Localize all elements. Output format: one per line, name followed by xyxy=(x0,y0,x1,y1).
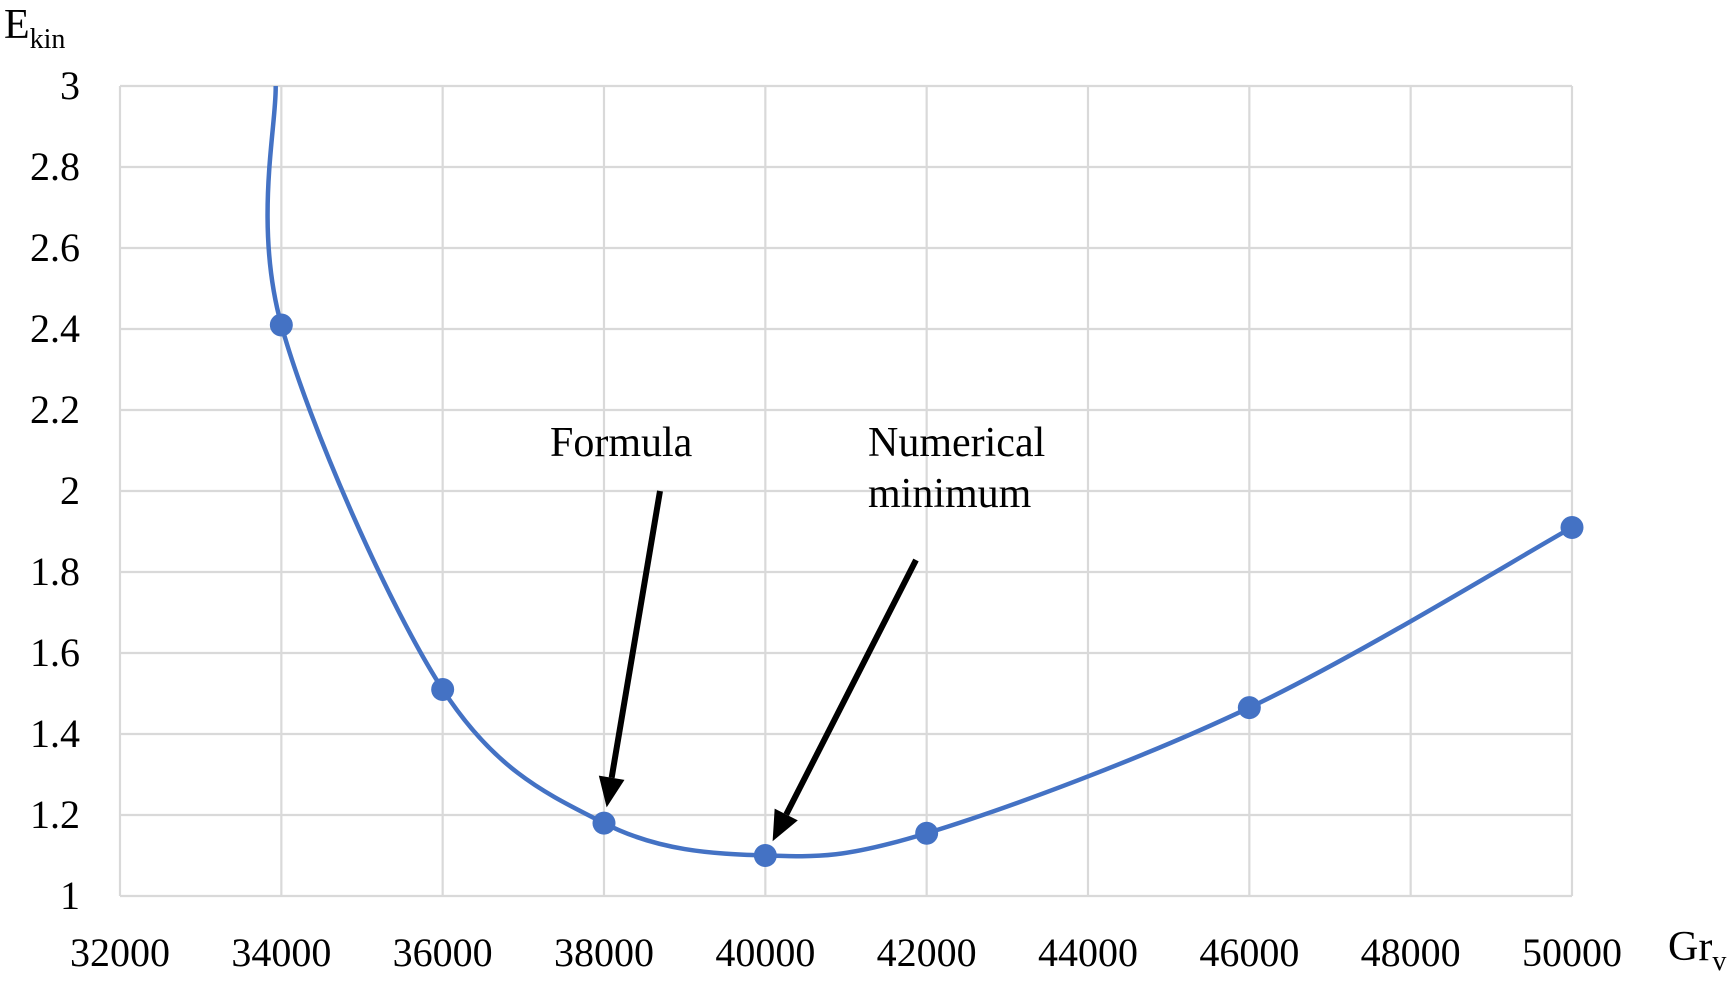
y-tick-label: 1.6 xyxy=(30,630,80,675)
annotation-formula: Formula xyxy=(550,420,693,466)
data-point xyxy=(592,811,616,835)
annotation-arrow-shaft xyxy=(608,490,663,779)
x-tick-label: 34000 xyxy=(231,930,331,975)
y-axis-label: Ekin xyxy=(4,2,65,55)
x-tick-label: 48000 xyxy=(1361,930,1461,975)
data-point xyxy=(1237,696,1261,720)
y-tick-label: 2.8 xyxy=(30,144,80,189)
data-point xyxy=(915,821,939,845)
data-points xyxy=(269,313,1584,867)
x-tick-label: 46000 xyxy=(1199,930,1299,975)
y-tick-label: 1.8 xyxy=(30,549,80,594)
x-tick-label: 38000 xyxy=(554,930,654,975)
x-tick-label: 32000 xyxy=(70,930,170,975)
y-tick-label: 2 xyxy=(60,468,80,513)
y-tick-label: 1.2 xyxy=(30,792,80,837)
y-tick-label: 1.4 xyxy=(30,711,80,756)
annotation-numerical-minimum: Numerical minimum xyxy=(868,420,1045,517)
annotation-arrow-shaft xyxy=(783,558,919,816)
grid xyxy=(118,84,1574,898)
annotation-arrow-head xyxy=(598,775,625,808)
x-tick-label: 40000 xyxy=(715,930,815,975)
data-point xyxy=(431,677,455,701)
data-point xyxy=(269,313,293,337)
x-tick-label: 50000 xyxy=(1522,930,1622,975)
annotation-arrow-head xyxy=(772,808,798,842)
x-tick-label: 44000 xyxy=(1038,930,1138,975)
annotation-arrows xyxy=(598,490,919,842)
x-axis-label: Grv xyxy=(1668,924,1726,977)
y-tick-label: 2.4 xyxy=(30,306,80,351)
y-tick-label: 2.2 xyxy=(30,387,80,432)
x-tick-label: 42000 xyxy=(877,930,977,975)
y-tick-label: 2.6 xyxy=(30,225,80,270)
data-point xyxy=(753,844,777,867)
tick-labels: 32000 34000 36000 38000 40000 42000 44000 46000… xyxy=(30,63,1622,975)
x-tick-label: 36000 xyxy=(393,930,493,975)
y-tick-label: 3 xyxy=(60,63,80,108)
y-tick-label: 1 xyxy=(60,873,80,918)
data-point xyxy=(1560,515,1584,539)
